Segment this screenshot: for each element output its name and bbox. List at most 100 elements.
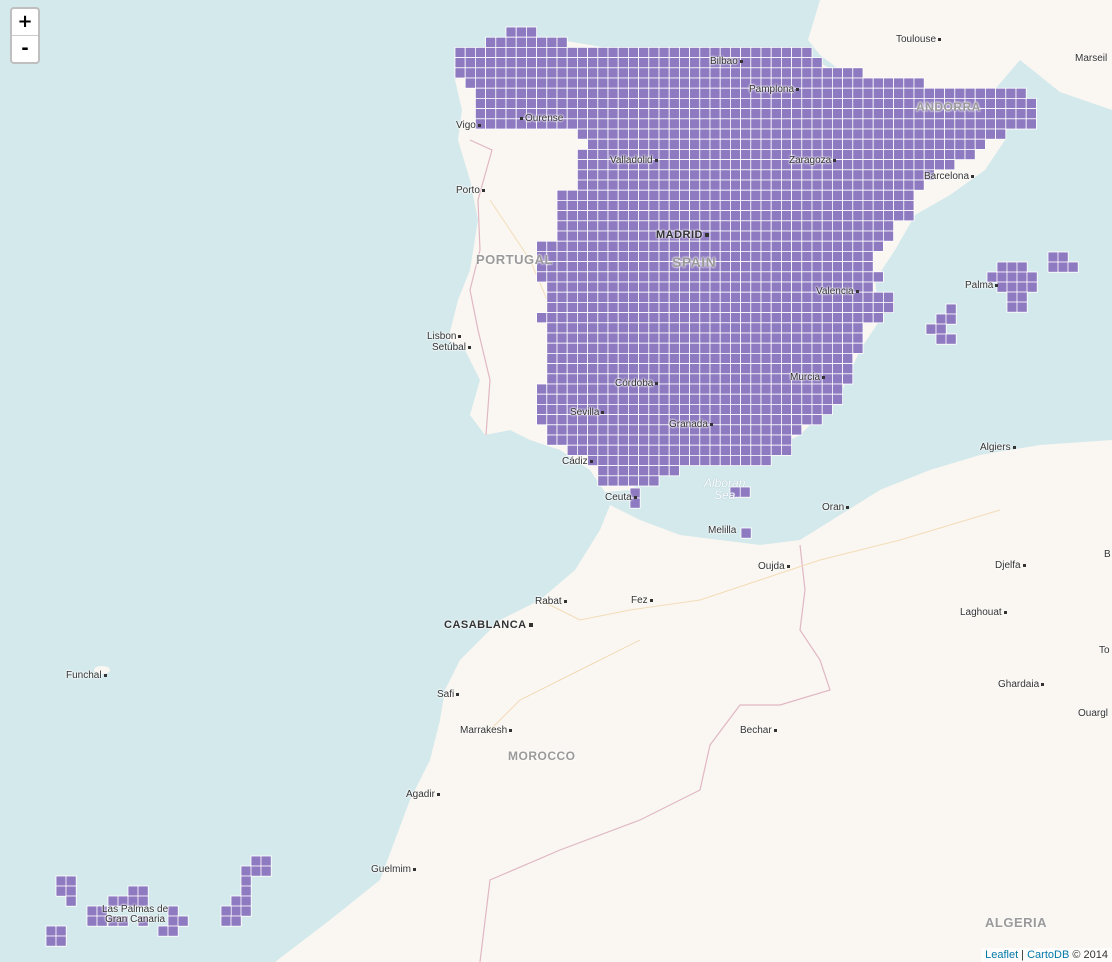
grid-cell[interactable] xyxy=(730,250,742,262)
grid-cell[interactable] xyxy=(862,220,874,232)
grid-cell[interactable] xyxy=(801,57,813,69)
grid-cell[interactable] xyxy=(566,67,578,79)
grid-cell[interactable] xyxy=(505,87,517,99)
grid-cell[interactable] xyxy=(485,47,497,59)
grid-cell[interactable] xyxy=(709,98,721,110)
grid-cell[interactable] xyxy=(658,261,670,273)
grid-cell[interactable] xyxy=(495,118,507,130)
grid-cell[interactable] xyxy=(658,128,670,140)
grid-cell[interactable] xyxy=(668,240,680,252)
grid-cell[interactable] xyxy=(821,322,833,334)
grid-cell[interactable] xyxy=(730,373,742,385)
grid-cell[interactable] xyxy=(709,403,721,415)
grid-cell[interactable] xyxy=(485,118,497,130)
grid-cell[interactable] xyxy=(862,210,874,222)
grid-cell[interactable] xyxy=(689,128,701,140)
grid-cell[interactable] xyxy=(668,98,680,110)
grid-cell[interactable] xyxy=(821,98,833,110)
grid-cell[interactable] xyxy=(474,77,486,89)
grid-cell[interactable] xyxy=(638,434,650,446)
grid-cell[interactable] xyxy=(658,118,670,130)
grid-cell[interactable] xyxy=(230,895,242,907)
grid-cell[interactable] xyxy=(832,210,844,222)
grid-cell[interactable] xyxy=(730,220,742,232)
grid-cell[interactable] xyxy=(556,250,568,262)
grid-cell[interactable] xyxy=(679,199,691,211)
grid-cell[interactable] xyxy=(566,77,578,89)
grid-cell[interactable] xyxy=(750,230,762,242)
grid-cell[interactable] xyxy=(679,301,691,313)
grid-cell[interactable] xyxy=(617,179,629,191)
grid-cell[interactable] xyxy=(862,271,874,283)
grid-cell[interactable] xyxy=(935,333,947,345)
grid-cell[interactable] xyxy=(689,373,701,385)
grid-cell[interactable] xyxy=(801,118,813,130)
grid-cell[interactable] xyxy=(740,342,752,354)
grid-cell[interactable] xyxy=(556,312,568,324)
grid-cell[interactable] xyxy=(607,424,619,436)
grid-cell[interactable] xyxy=(536,383,548,395)
grid-cell[interactable] xyxy=(750,454,762,466)
grid-cell[interactable] xyxy=(566,230,578,242)
grid-cell[interactable] xyxy=(648,47,660,59)
grid-cell[interactable] xyxy=(699,148,711,160)
grid-cell[interactable] xyxy=(801,138,813,150)
grid-cell[interactable] xyxy=(577,393,589,405)
grid-cell[interactable] xyxy=(903,108,915,120)
grid-cell[interactable] xyxy=(607,281,619,293)
grid-cell[interactable] xyxy=(668,148,680,160)
grid-cell[interactable] xyxy=(658,210,670,222)
grid-cell[interactable] xyxy=(750,189,762,201)
grid-cell[interactable] xyxy=(862,230,874,242)
grid-cell[interactable] xyxy=(566,434,578,446)
grid-cell[interactable] xyxy=(464,77,476,89)
grid-cell[interactable] xyxy=(577,179,589,191)
grid-cell[interactable] xyxy=(250,865,262,877)
grid-cell[interactable] xyxy=(526,36,538,48)
grid-cell[interactable] xyxy=(566,352,578,364)
grid-cell[interactable] xyxy=(556,332,568,344)
grid-cell[interactable] xyxy=(597,424,609,436)
grid-cell[interactable] xyxy=(167,905,179,917)
grid-cell[interactable] xyxy=(750,199,762,211)
grid-cell[interactable] xyxy=(872,87,884,99)
grid-cell[interactable] xyxy=(893,108,905,120)
grid-cell[interactable] xyxy=(719,77,731,89)
grid-cell[interactable] xyxy=(699,67,711,79)
grid-cell[interactable] xyxy=(730,363,742,375)
grid-cell[interactable] xyxy=(607,465,619,477)
grid-cell[interactable] xyxy=(740,403,752,415)
grid-cell[interactable] xyxy=(260,865,272,877)
grid-cell[interactable] xyxy=(893,169,905,181)
grid-cell[interactable] xyxy=(689,179,701,191)
grid-cell[interactable] xyxy=(679,108,691,120)
grid-cell[interactable] xyxy=(607,220,619,232)
grid-cell[interactable] xyxy=(638,454,650,466)
grid-cell[interactable] xyxy=(546,291,558,303)
grid-cell[interactable] xyxy=(577,301,589,313)
grid-cell[interactable] xyxy=(995,128,1007,140)
grid-cell[interactable] xyxy=(740,352,752,364)
grid-cell[interactable] xyxy=(628,342,640,354)
grid-cell[interactable] xyxy=(607,250,619,262)
grid-cell[interactable] xyxy=(740,301,752,313)
grid-cell[interactable] xyxy=(872,271,884,283)
grid-cell[interactable] xyxy=(617,424,629,436)
grid-cell[interactable] xyxy=(546,403,558,415)
grid-cell[interactable] xyxy=(730,128,742,140)
grid-cell[interactable] xyxy=(495,57,507,69)
grid-cell[interactable] xyxy=(791,118,803,130)
grid-cell[interactable] xyxy=(872,179,884,191)
grid-cell[interactable] xyxy=(617,98,629,110)
grid-cell[interactable] xyxy=(117,915,129,927)
grid-cell[interactable] xyxy=(709,148,721,160)
grid-cell[interactable] xyxy=(556,363,568,375)
grid-cell[interactable] xyxy=(597,383,609,395)
grid-cell[interactable] xyxy=(485,77,497,89)
grid-cell[interactable] xyxy=(781,57,793,69)
grid-cell[interactable] xyxy=(628,230,640,242)
grid-cell[interactable] xyxy=(719,373,731,385)
grid-cell[interactable] xyxy=(668,159,680,171)
grid-cell[interactable] xyxy=(811,352,823,364)
grid-cell[interactable] xyxy=(668,322,680,334)
